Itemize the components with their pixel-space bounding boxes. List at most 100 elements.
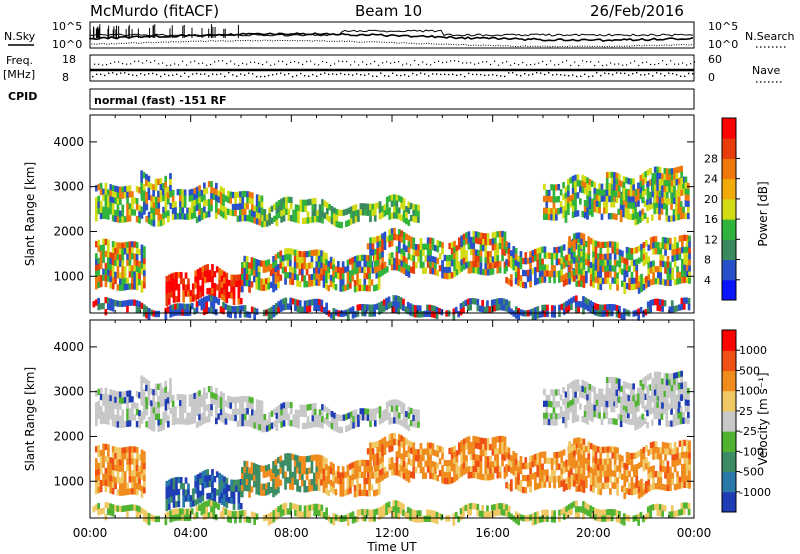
echo-pixel: [574, 409, 577, 416]
echo-pixel: [591, 204, 594, 211]
echo-pixel: [550, 184, 553, 191]
echo-pixel: [195, 301, 199, 308]
echo-pixel: [274, 284, 278, 291]
echo-pixel: [311, 409, 315, 416]
echo-pixel: [164, 175, 167, 183]
nave-dot: [606, 64, 608, 66]
echo-pixel: [628, 247, 631, 254]
echo-pixel: [305, 251, 309, 258]
echo-pixel: [654, 266, 658, 273]
echo-pixel: [684, 399, 688, 406]
echo-pixel: [301, 422, 305, 429]
echo-pixel: [433, 305, 436, 313]
echo-pixel: [465, 250, 468, 257]
nave-dot: [496, 74, 498, 77]
echo-pixel: [581, 391, 585, 399]
echo-pixel: [592, 251, 595, 258]
echo-pixel: [337, 209, 341, 216]
echo-pixel: [637, 275, 641, 282]
echo-pixel: [241, 467, 244, 474]
echo-pixel: [376, 254, 380, 261]
echo-pixel: [496, 436, 500, 443]
echo-pixel: [670, 300, 674, 307]
colorbar-tick-label: 24: [704, 173, 718, 186]
echo-pixel: [116, 192, 120, 199]
echo-pixel: [673, 197, 676, 205]
echo-pixel: [212, 295, 216, 303]
echo-pixel: [637, 200, 640, 207]
echo-pixel: [142, 184, 146, 191]
echo-pixel: [274, 309, 278, 316]
echo-pixel: [559, 406, 563, 413]
echo-pixel: [167, 485, 171, 492]
echo-pixel: [126, 253, 129, 260]
nave-dot: [492, 73, 494, 76]
echo-pixel: [131, 470, 134, 477]
echo-pixel: [332, 258, 335, 265]
echo-pixel: [352, 410, 355, 417]
echo-pixel: [567, 395, 570, 403]
echo-pixel: [460, 458, 464, 465]
echo-pixel: [241, 209, 245, 216]
echo-pixel: [135, 391, 139, 398]
echo-pixel: [673, 185, 676, 193]
echo-pixel: [448, 254, 452, 262]
echo-pixel: [402, 304, 405, 311]
echo-pixel: [598, 412, 601, 419]
echo-pixel: [634, 189, 638, 196]
echo-pixel: [219, 409, 223, 416]
echo-pixel: [356, 304, 360, 311]
echo-pixel: [579, 198, 582, 205]
echo-pixel: [230, 274, 233, 281]
echo-pixel: [191, 411, 194, 419]
echo-pixel: [255, 277, 259, 284]
echo-pixel: [135, 403, 139, 410]
echo-pixel: [286, 453, 290, 460]
echo-pixel: [479, 232, 483, 239]
echo-pixel: [315, 273, 319, 280]
echo-pixel: [526, 474, 530, 482]
echo-pixel: [145, 409, 149, 416]
echo-pixel: [414, 467, 418, 474]
echo-pixel: [337, 478, 340, 485]
echo-pixel: [159, 395, 163, 402]
echo-pixel: [402, 232, 406, 239]
nave-dot: [540, 72, 542, 74]
echo-pixel: [512, 264, 516, 271]
echo-pixel: [99, 417, 103, 425]
echo-pixel: [573, 245, 576, 252]
echo-pixel: [203, 393, 206, 400]
echo-pixel: [239, 197, 242, 204]
echo-pixel: [265, 278, 268, 285]
echo-pixel: [654, 298, 657, 306]
echo-pixel: [470, 266, 473, 274]
echo-pixel: [685, 276, 689, 284]
echo-pixel: [243, 273, 247, 281]
echo-pixel: [555, 413, 558, 420]
echo-pixel: [622, 416, 625, 423]
echo-pixel: [356, 267, 359, 274]
nave-dot: [318, 64, 320, 66]
echo-pixel: [610, 418, 613, 425]
echo-pixel: [107, 462, 110, 469]
echo-pixel: [181, 418, 185, 425]
echo-pixel: [646, 217, 649, 224]
nave-dot: [498, 64, 500, 66]
echo-pixel: [157, 310, 160, 318]
echo-pixel: [339, 478, 343, 485]
echo-pixel: [183, 303, 187, 310]
echo-pixel: [517, 484, 520, 491]
echo-pixel: [334, 272, 338, 279]
echo-pixel: [381, 245, 384, 252]
echo-pixel: [560, 269, 564, 276]
echo-pixel: [308, 262, 311, 269]
echo-pixel: [386, 236, 389, 243]
echo-pixel: [567, 464, 571, 471]
echo-pixel: [126, 277, 129, 284]
echo-pixel: [501, 453, 504, 461]
echo-pixel: [280, 415, 283, 422]
echo-pixel: [639, 391, 643, 399]
echo-pixel: [346, 314, 350, 321]
echo-pixel: [313, 298, 316, 306]
echo-pixel: [536, 470, 540, 478]
